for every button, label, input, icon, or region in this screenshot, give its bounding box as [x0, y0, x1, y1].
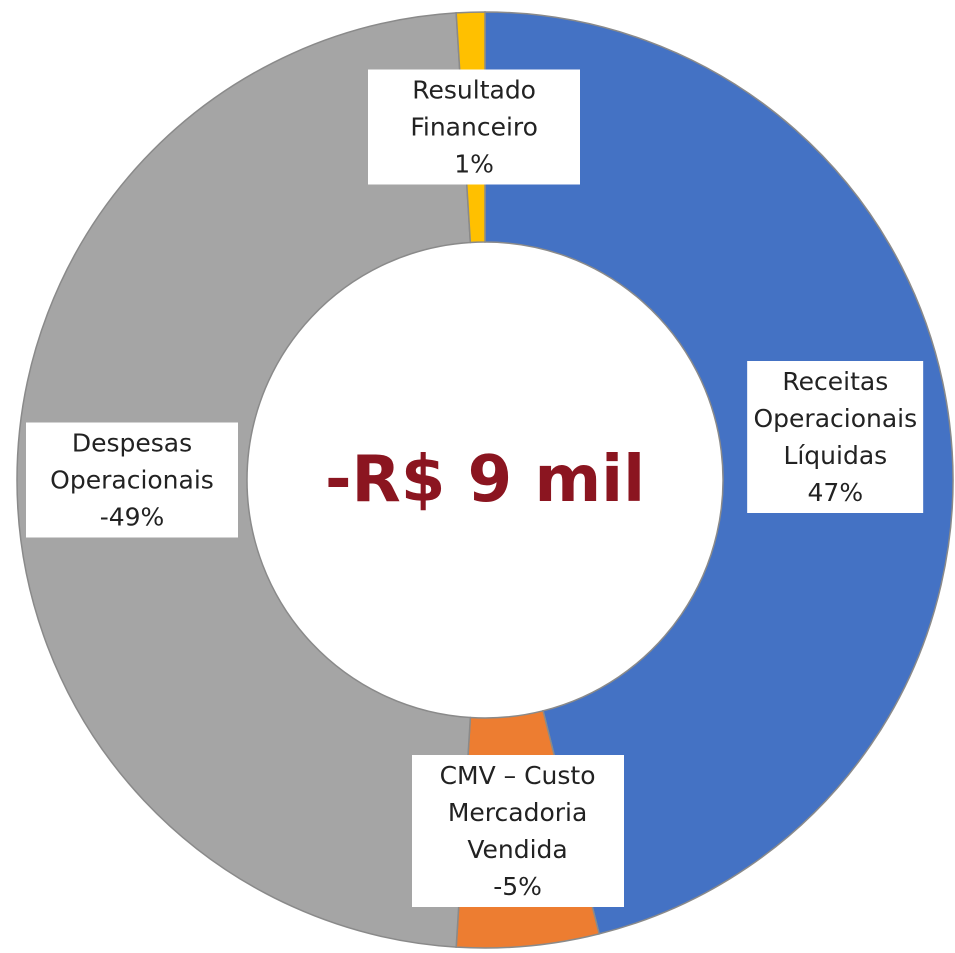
category-label: Despesas Operacionais	[50, 428, 214, 495]
slice	[484, 11, 954, 935]
value-label: -49%	[99, 502, 165, 532]
value-label: -5%	[493, 872, 542, 902]
center-label: -R$ 9 mil	[324, 443, 646, 517]
category-label: Resultado Financeiro	[410, 75, 538, 142]
value-label: 47%	[807, 477, 864, 507]
category-label: CMV – Custo Mercadoria Vendida	[439, 761, 596, 865]
data-label: Receitas Operacionais Líquidas 47%	[747, 360, 924, 513]
data-label: Despesas Operacionais -49%	[26, 422, 238, 538]
slice	[16, 12, 472, 948]
category-label: Receitas Operacionais Líquidas	[753, 366, 918, 470]
data-label: CMV – Custo Mercadoria Vendida -5%	[411, 755, 624, 908]
data-label: Resultado Financeiro 1%	[368, 69, 581, 185]
value-label: 1%	[454, 149, 494, 179]
